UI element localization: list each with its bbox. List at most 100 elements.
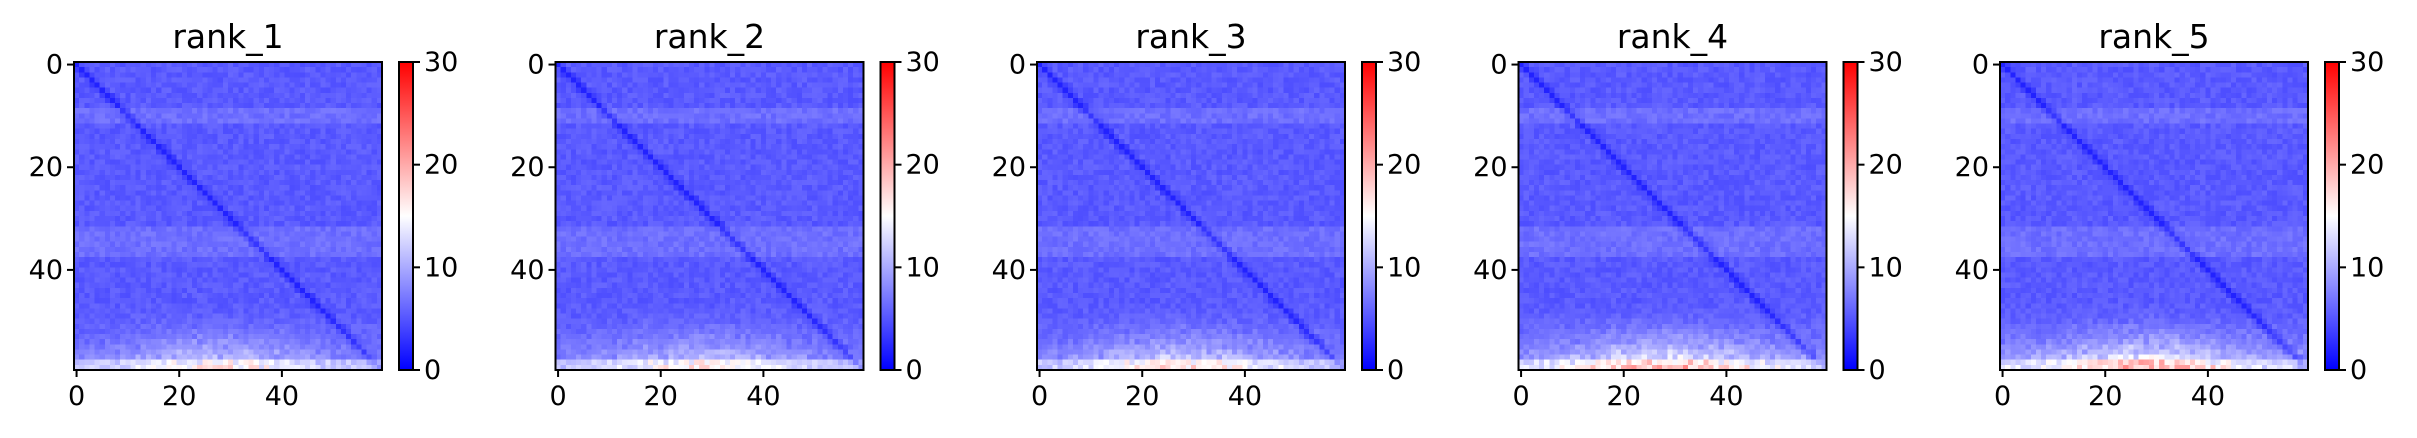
- heatmap-cell: [79, 251, 85, 258]
- heatmap-cell: [822, 139, 829, 145]
- heatmap-cell: [315, 103, 321, 109]
- heatmap-cell: [263, 221, 270, 227]
- heatmap-cell: [771, 77, 777, 84]
- heatmap-cell: [284, 92, 291, 99]
- heatmap-cell: [325, 128, 332, 135]
- heatmap-cell: [99, 97, 106, 104]
- heatmap-cell: [186, 67, 193, 73]
- heatmap-cell: [801, 77, 808, 84]
- heatmap-cell: [151, 241, 157, 248]
- heatmap-cell: [596, 103, 603, 109]
- heatmap-cell: [320, 169, 327, 176]
- heatmap-cell: [325, 190, 332, 197]
- heatmap-cell: [151, 118, 157, 125]
- heatmap-cell: [807, 113, 813, 120]
- heatmap-cell: [89, 262, 96, 268]
- heatmap-cell: [161, 180, 167, 186]
- heatmap-cell: [627, 123, 634, 130]
- heatmap-cell: [279, 251, 286, 258]
- heatmap-cell: [212, 169, 219, 176]
- heatmap-cell: [140, 195, 147, 202]
- heatmap-cell: [228, 293, 234, 299]
- heatmap-cell: [310, 359, 316, 366]
- heatmap-cell: [356, 221, 363, 227]
- heatmap-cell: [248, 231, 255, 238]
- heatmap-cell: [601, 149, 608, 155]
- heatmap-cell: [156, 169, 162, 176]
- heatmap-cell: [207, 149, 214, 155]
- heatmap-cell: [109, 62, 116, 68]
- heatmap-cell: [617, 77, 623, 84]
- heatmap-cell: [99, 236, 106, 243]
- heatmap-cell: [161, 149, 167, 155]
- heatmap-cell: [176, 67, 183, 73]
- heatmap-cell: [197, 303, 203, 309]
- heatmap-cell: [89, 62, 96, 68]
- heatmap-cell: [310, 344, 316, 351]
- heatmap-cell: [642, 154, 649, 161]
- heatmap-cell: [120, 308, 126, 315]
- heatmap-cell: [202, 180, 209, 186]
- heatmap-cell: [366, 267, 373, 274]
- heatmap-cell: [704, 139, 711, 145]
- heatmap-cell: [181, 344, 188, 351]
- heatmap-cell: [663, 72, 670, 78]
- heatmap-cell: [653, 92, 659, 99]
- heatmap-cell: [233, 195, 239, 202]
- heatmap-cell: [320, 87, 327, 94]
- heatmap-cell: [555, 77, 562, 84]
- heatmap-cell: [642, 174, 649, 181]
- heatmap-cell: [622, 154, 628, 161]
- heatmap-cell: [115, 251, 121, 258]
- heatmap-cell: [642, 87, 649, 94]
- heatmap-cell: [115, 118, 121, 125]
- heatmap-cell: [781, 67, 788, 73]
- heatmap-cell: [186, 118, 193, 125]
- heatmap-cell: [576, 82, 582, 89]
- heatmap-cell: [750, 87, 757, 94]
- heatmap-cell: [740, 128, 747, 135]
- heatmap-cell: [371, 77, 378, 84]
- heatmap-cell: [315, 97, 321, 104]
- heatmap-cell: [130, 339, 137, 345]
- heatmap-cell: [217, 241, 224, 248]
- heatmap-cell: [356, 293, 363, 299]
- heatmap-cell: [699, 174, 705, 181]
- heatmap-cell: [330, 92, 337, 99]
- heatmap-cell: [581, 82, 587, 89]
- heatmap-cell: [84, 293, 90, 299]
- heatmap-cell: [335, 267, 342, 274]
- heatmap-cell: [192, 226, 198, 232]
- heatmap-cell: [207, 118, 214, 125]
- heatmap-cell: [305, 200, 311, 207]
- heatmap-cell: [279, 154, 286, 161]
- heatmap-cell: [366, 62, 373, 68]
- heatmap-cell: [197, 154, 203, 161]
- heatmap-cell: [145, 128, 152, 135]
- heatmap-cell: [335, 277, 342, 284]
- heatmap-cell: [289, 154, 296, 161]
- heatmap-cell: [197, 108, 203, 114]
- heatmap-cell: [658, 144, 664, 150]
- heatmap-cell: [606, 154, 613, 161]
- heatmap-cell: [735, 128, 741, 135]
- heatmap-cell: [827, 113, 834, 120]
- heatmap-cell: [197, 180, 203, 186]
- heatmap-cell: [125, 67, 132, 73]
- heatmap-cell: [284, 251, 291, 258]
- heatmap-cell: [730, 149, 736, 155]
- heatmap-cell: [714, 113, 721, 120]
- heatmap-cell: [606, 128, 613, 135]
- heatmap-cell: [176, 318, 183, 325]
- heatmap-cell: [156, 113, 162, 120]
- heatmap-cell: [202, 200, 209, 207]
- heatmap-cell: [192, 354, 198, 361]
- heatmap-cell: [315, 287, 321, 294]
- heatmap-cell: [238, 113, 244, 120]
- heatmap-cell: [222, 313, 229, 320]
- heatmap-cell: [555, 113, 562, 120]
- heatmap-cell: [207, 221, 214, 227]
- heatmap-cell: [181, 308, 188, 315]
- heatmap-cell: [765, 128, 772, 135]
- heatmap-cell: [248, 236, 255, 243]
